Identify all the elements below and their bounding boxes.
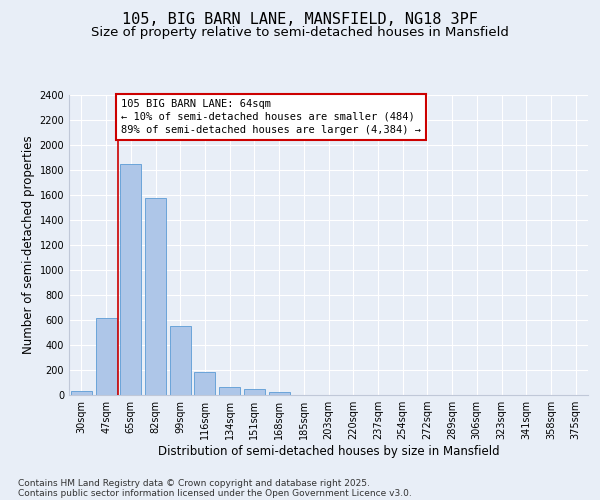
Bar bbox=[95, 318, 116, 395]
Bar bbox=[219, 387, 240, 395]
Text: Contains HM Land Registry data © Crown copyright and database right 2025.: Contains HM Land Registry data © Crown c… bbox=[18, 478, 370, 488]
Bar bbox=[120, 164, 141, 395]
Bar bbox=[244, 390, 265, 395]
Text: Size of property relative to semi-detached houses in Mansfield: Size of property relative to semi-detach… bbox=[91, 26, 509, 39]
Bar bbox=[194, 372, 215, 395]
Bar bbox=[71, 390, 92, 395]
Bar bbox=[170, 326, 191, 395]
Y-axis label: Number of semi-detached properties: Number of semi-detached properties bbox=[22, 136, 35, 354]
Text: Contains public sector information licensed under the Open Government Licence v3: Contains public sector information licen… bbox=[18, 488, 412, 498]
Bar bbox=[145, 198, 166, 395]
Text: 105 BIG BARN LANE: 64sqm
← 10% of semi-detached houses are smaller (484)
89% of : 105 BIG BARN LANE: 64sqm ← 10% of semi-d… bbox=[121, 99, 421, 135]
Text: 105, BIG BARN LANE, MANSFIELD, NG18 3PF: 105, BIG BARN LANE, MANSFIELD, NG18 3PF bbox=[122, 12, 478, 28]
Bar bbox=[269, 392, 290, 395]
X-axis label: Distribution of semi-detached houses by size in Mansfield: Distribution of semi-detached houses by … bbox=[158, 445, 499, 458]
